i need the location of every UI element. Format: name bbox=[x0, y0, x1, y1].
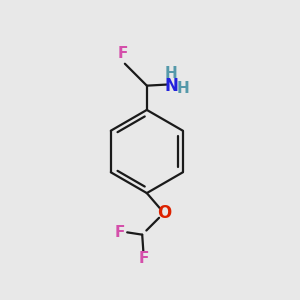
Text: F: F bbox=[117, 46, 128, 61]
Text: O: O bbox=[157, 204, 171, 222]
Text: F: F bbox=[115, 225, 125, 240]
Text: N: N bbox=[164, 77, 178, 95]
Text: F: F bbox=[138, 251, 148, 266]
Text: H: H bbox=[177, 81, 190, 96]
Text: H: H bbox=[165, 66, 178, 81]
